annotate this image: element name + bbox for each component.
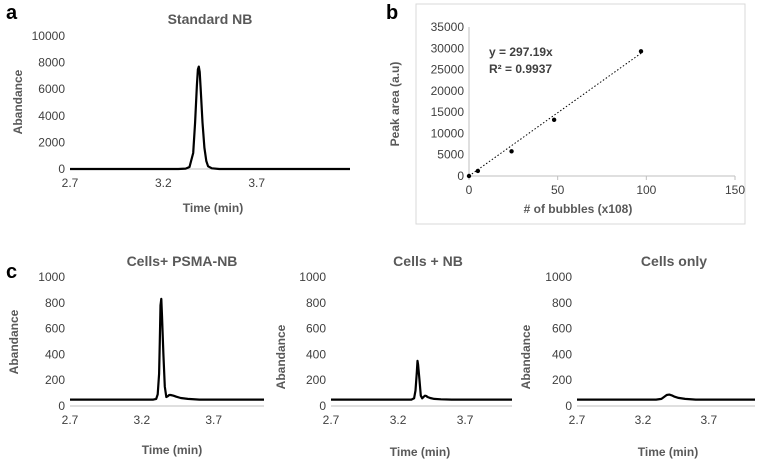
y-tick-label: 0 [319, 399, 326, 413]
y-tick-label: 15000 [431, 105, 465, 119]
y-tick-label: 400 [552, 347, 572, 361]
x-tick-label: 3.2 [134, 413, 151, 427]
x-tick-label: 3.7 [701, 413, 718, 427]
y-axis-label: Abandance [11, 69, 25, 134]
y-tick-label: 0 [457, 169, 464, 183]
y-tick-label: 800 [45, 296, 65, 310]
plot-frame [415, 3, 746, 225]
x-axis-label: Time (min) [142, 443, 202, 457]
y-tick-label: 1000 [38, 270, 65, 284]
y-tick-label: 2000 [38, 135, 65, 149]
y-tick-label: 600 [306, 322, 326, 336]
chromatogram-line [70, 65, 350, 171]
x-tick-label: 2.7 [569, 413, 586, 427]
y-axis-label: Abandance [7, 309, 21, 374]
panel-label-b: b [386, 2, 398, 24]
y-tick-label: 0 [58, 162, 65, 176]
y-tick-label: 30000 [431, 41, 465, 55]
trendline [468, 52, 642, 177]
r-squared-label: R² = 0.9937 [489, 62, 552, 76]
scatter-point [638, 49, 644, 54]
panel-label-a: a [6, 2, 18, 24]
y-tick-label: 400 [45, 347, 65, 361]
scatter-point [551, 117, 557, 123]
x-tick-label: 2.7 [62, 176, 79, 190]
chart-cells-nb: Cells + NB Abandance Time (min) 0 200 400 6… [274, 253, 512, 459]
trendline-equation: y = 297.19x [489, 45, 553, 59]
y-tick-label: 800 [306, 296, 326, 310]
x-tick-label: 100 [636, 183, 656, 197]
x-axis-label: Time (min) [638, 445, 698, 459]
x-axis-label: # of bubbles (x108) [524, 202, 633, 216]
y-tick-label: 10000 [431, 126, 465, 140]
x-tick-label: 0 [466, 183, 473, 197]
chromatogram-line [577, 393, 755, 401]
scatter-point [509, 149, 514, 154]
y-tick-label: 20000 [431, 84, 465, 98]
y-tick-label: 800 [552, 296, 572, 310]
chart-peak-area-scatter: Peak area (a.u) # of bubbles (x108) y = … [388, 3, 746, 225]
y-tick-label: 1000 [545, 270, 572, 284]
y-tick-label: 200 [306, 373, 326, 387]
y-tick-label: 6000 [38, 82, 65, 96]
y-axis-label: Abandance [274, 324, 288, 389]
x-tick-label: 3.7 [457, 413, 474, 427]
x-tick-label: 3.2 [635, 413, 652, 427]
chromatogram-line [70, 297, 264, 401]
chart-standard-nb: Standard NB Abandance Time (min) 0 2000 40… [11, 11, 350, 215]
chart-cells-psma-nb: Cells+ PSMA-NB Abandance Time (min) 0 200… [7, 253, 264, 457]
chart-title: Cells only [641, 253, 707, 269]
y-tick-label: 35000 [431, 20, 465, 34]
scatter-point [475, 168, 481, 174]
chromatogram-line [331, 359, 512, 401]
x-tick-label: 3.2 [390, 413, 407, 427]
y-tick-label: 10000 [32, 29, 66, 43]
x-axis-label: Time (min) [183, 201, 243, 215]
scatter-point [466, 173, 472, 179]
chart-cells-only: Cells only Abandance Time (min) 0 200 400 6… [519, 253, 755, 459]
y-tick-label: 0 [58, 399, 65, 413]
y-tick-label: 0 [565, 399, 572, 413]
x-tick-label: 2.7 [323, 413, 340, 427]
chart-title: Cells + NB [393, 253, 463, 269]
y-tick-label: 200 [45, 373, 65, 387]
x-tick-label: 50 [551, 183, 565, 197]
x-tick-label: 3.7 [248, 176, 265, 190]
panel-label-c: c [6, 261, 17, 283]
chart-title: Standard NB [168, 11, 253, 27]
y-tick-label: 8000 [38, 56, 65, 70]
x-tick-label: 3.7 [205, 413, 222, 427]
y-axis-label: Peak area (a.u) [388, 62, 402, 147]
x-tick-label: 3.2 [155, 176, 172, 190]
y-tick-label: 4000 [38, 109, 65, 123]
y-tick-label: 400 [306, 347, 326, 361]
chart-title: Cells+ PSMA-NB [127, 253, 238, 269]
y-tick-label: 25000 [431, 63, 465, 77]
y-tick-label: 200 [552, 373, 572, 387]
y-tick-label: 600 [552, 322, 572, 336]
y-tick-label: 5000 [437, 148, 464, 162]
x-axis-label: Time (min) [390, 445, 450, 459]
x-tick-label: 150 [725, 183, 745, 197]
x-tick-label: 2.7 [62, 413, 79, 427]
y-tick-label: 1000 [299, 270, 326, 284]
y-axis-label: Abandance [519, 324, 533, 389]
y-tick-label: 600 [45, 322, 65, 336]
